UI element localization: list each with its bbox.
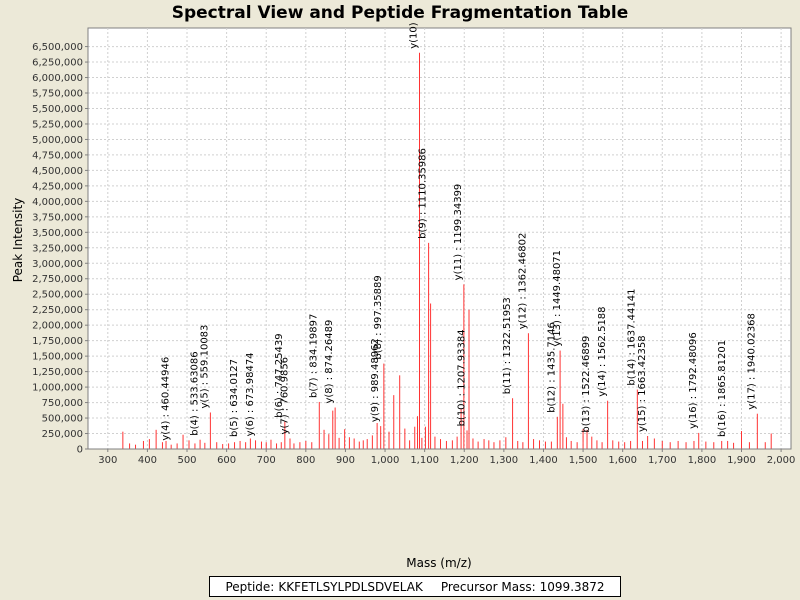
chart-title: Spectral View and Peptide Fragmentation …: [171, 3, 629, 23]
x-tick-label: 600: [217, 455, 236, 466]
fragment-label: b(7) : 834.19897: [308, 314, 319, 398]
y-tick-label: 750,000: [42, 398, 83, 409]
fragment-label: y(17) : 1940.02368: [746, 313, 757, 410]
y-tick-label: 3,750,000: [32, 212, 83, 223]
x-tick-label: 1,300: [490, 455, 519, 466]
y-tick-label: 5,250,000: [32, 119, 83, 130]
fragment-label: y(9) : 989.48962: [370, 338, 381, 422]
fragment-label: y(6) : 673.98474: [245, 352, 256, 436]
fragment-label: y(8) : 874.26489: [324, 320, 335, 404]
x-tick-label: 1,100: [410, 455, 439, 466]
y-tick-label: 6,000,000: [32, 73, 83, 84]
peptide-sequence: KKFETLSYLPDLSDVELAK: [278, 579, 423, 594]
y-tick-label: 2,750,000: [32, 274, 83, 285]
y-tick-label: 0: [77, 445, 83, 456]
x-tick-label: 900: [336, 455, 355, 466]
peptide-info-box: Peptide: KKFETLSYLPDLSDVELAK Precursor M…: [209, 576, 621, 597]
peptide-field: Peptide: KKFETLSYLPDLSDVELAK: [225, 580, 422, 594]
y-tick-label: 4,000,000: [32, 197, 83, 208]
fragment-label: y(5) : 559.10083: [199, 325, 210, 409]
x-tick-label: 1,000: [371, 455, 400, 466]
y-tick-label: 3,250,000: [32, 243, 83, 254]
y-tick-label: 6,500,000: [32, 42, 83, 53]
y-tick-label: 500,000: [42, 414, 83, 425]
fragment-label: b(10) : 1207.93384: [456, 329, 467, 426]
fragment-label: b(6) : 747.25439: [274, 333, 285, 417]
fragment-label: b(16) : 1865.81201: [717, 340, 728, 437]
fragment-label: y(11) : 1199.34399: [453, 184, 464, 281]
y-tick-label: 2,000,000: [32, 321, 83, 332]
y-tick-label: 5,500,000: [32, 104, 83, 115]
y-tick-label: 1,500,000: [32, 352, 83, 363]
axes: 0 250,000 500,000 750,000 1,000,000 1,250,000…: [32, 28, 795, 466]
y-tick-label: 2,250,000: [32, 305, 83, 316]
x-tick-label: 800: [296, 455, 315, 466]
fragment-label: y(15) : 1663.42358: [637, 335, 648, 432]
fragment-label: b(13) : 1522.46899: [581, 336, 592, 433]
y-tick-label: 4,500,000: [32, 166, 83, 177]
y-tick-label: 3,000,000: [32, 259, 83, 270]
x-tick-label: 1,600: [608, 455, 637, 466]
fragment-label: y(10): [408, 22, 419, 49]
y-axis-label: Peak Intensity: [11, 198, 25, 283]
x-axis-label: Mass (m/z): [406, 556, 471, 570]
peptide-label: Peptide:: [225, 579, 275, 594]
fragment-label: y(4) : 460.44946: [160, 357, 171, 441]
fragment-label: b(5) : 634.0127: [229, 359, 240, 437]
fragment-label: b(9) : 1110.35986: [418, 148, 429, 239]
x-tick-label: 1,500: [569, 455, 598, 466]
plot-area: [87, 27, 792, 450]
fragment-label: b(11) : 1322.51953: [502, 297, 513, 394]
fragment-label: b(4) : 533.63086: [189, 351, 200, 435]
precursor-label: Precursor Mass:: [440, 579, 536, 594]
fragment-label: b(14) : 1637.44141: [627, 289, 638, 386]
y-tick-label: 1,250,000: [32, 367, 83, 378]
y-tick-label: 3,500,000: [32, 228, 83, 239]
peak-series: [122, 52, 772, 449]
fragment-label: y(7) : 760.9856: [279, 357, 290, 435]
fragment-label: y(13) : 1449.48071: [552, 250, 563, 347]
y-tick-label: 250,000: [42, 429, 83, 440]
x-tick-label: 400: [138, 455, 157, 466]
y-tick-label: 6,250,000: [32, 58, 83, 69]
x-tick-label: 700: [257, 455, 276, 466]
fragment-label: b(8) : 997.35889: [373, 275, 384, 359]
x-tick-label: 1,400: [529, 455, 558, 466]
precursor-field: Precursor Mass: 1099.3872: [441, 580, 605, 594]
x-tick-label: 1,200: [450, 455, 479, 466]
x-tick-label: 300: [98, 455, 117, 466]
y-tick-label: 5,750,000: [32, 89, 83, 100]
y-tick-label: 2,500,000: [32, 290, 83, 301]
y-tick-label: 1,750,000: [32, 336, 83, 347]
fragment-label: y(16) : 1792.48096: [688, 332, 699, 429]
fragment-label: y(12) : 1362.46802: [518, 233, 529, 330]
x-tick-label: 1,900: [727, 455, 756, 466]
x-tick-label: 500: [177, 455, 196, 466]
fragment-label: b(12) : 1435.7146: [547, 322, 558, 413]
x-tick-label: 1,800: [688, 455, 717, 466]
y-tick-label: 5,000,000: [32, 135, 83, 146]
y-tick-label: 4,750,000: [32, 150, 83, 161]
x-tick-label: 1,700: [648, 455, 677, 466]
fragment-label: y(14) : 1562.5188: [597, 306, 608, 396]
precursor-mass: 1099.3872: [539, 579, 605, 594]
y-tick-label: 4,250,000: [32, 181, 83, 192]
x-tick-label: 2,000: [767, 455, 796, 466]
grid-lines: [88, 28, 791, 450]
fragment-annotations: y(4) : 460.44946 b(4) : 533.63086 y(5) : 5…: [160, 22, 757, 440]
y-tick-label: 1,000,000: [32, 383, 83, 394]
